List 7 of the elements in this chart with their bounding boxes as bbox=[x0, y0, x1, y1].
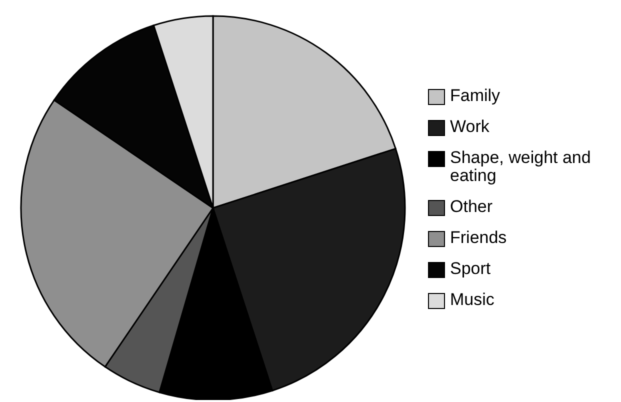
legend-label: Other bbox=[450, 196, 493, 216]
legend-label: Music bbox=[450, 290, 494, 308]
legend-label: Family bbox=[450, 86, 500, 104]
legend-label: Shape, weight and eating bbox=[450, 148, 592, 184]
legend-label: Sport bbox=[450, 258, 491, 278]
legend-label: Friends bbox=[450, 228, 507, 246]
legend-label: Work bbox=[450, 116, 490, 136]
